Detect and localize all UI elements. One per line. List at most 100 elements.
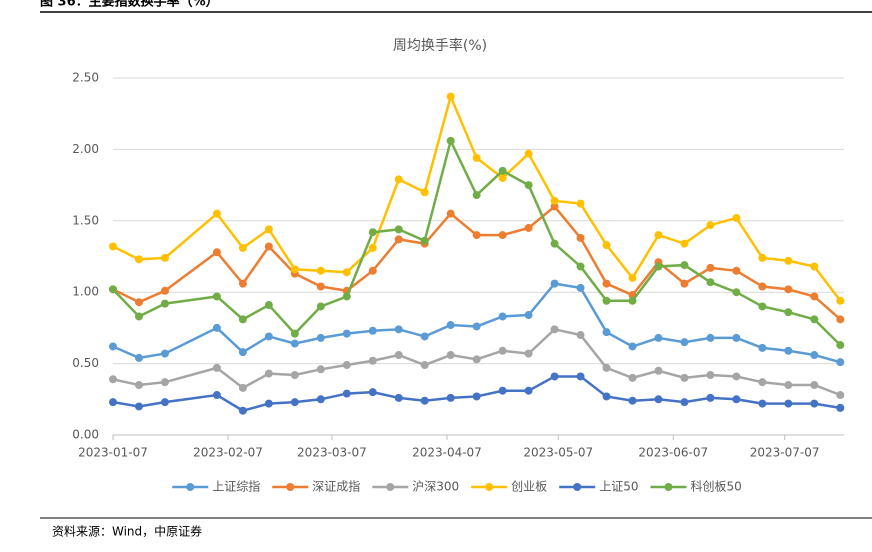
y-tick-label: 2.00 bbox=[72, 142, 99, 156]
data-point bbox=[394, 225, 403, 234]
data-point bbox=[368, 266, 377, 275]
data-point bbox=[706, 333, 715, 342]
data-point bbox=[109, 375, 117, 384]
data-point bbox=[836, 403, 845, 412]
data-point bbox=[134, 298, 143, 307]
source-note: 资料来源：Wind，中原证券 bbox=[52, 524, 202, 539]
data-point bbox=[524, 149, 533, 158]
data-point bbox=[134, 402, 143, 411]
data-point bbox=[420, 188, 429, 197]
data-point bbox=[836, 358, 845, 367]
x-tick-label: 2023-05-07 bbox=[523, 446, 593, 460]
data-point bbox=[628, 396, 637, 405]
data-point bbox=[576, 331, 585, 340]
data-point bbox=[498, 231, 507, 240]
data-point bbox=[654, 366, 663, 375]
data-point bbox=[498, 173, 507, 182]
data-point bbox=[498, 166, 507, 175]
data-point bbox=[264, 242, 273, 251]
legend-label: 科创板50 bbox=[690, 480, 741, 494]
data-point bbox=[524, 311, 533, 320]
data-point bbox=[524, 181, 533, 190]
data-point bbox=[498, 386, 507, 395]
data-point bbox=[368, 243, 377, 252]
data-point bbox=[394, 175, 403, 184]
data-point bbox=[576, 283, 585, 292]
data-point bbox=[472, 191, 481, 200]
data-point bbox=[836, 296, 845, 305]
series-line bbox=[112, 375, 841, 413]
data-point bbox=[602, 296, 611, 305]
data-point bbox=[264, 301, 273, 310]
data-point bbox=[680, 279, 689, 288]
data-point bbox=[680, 239, 689, 248]
x-tick-label: 2023-01-07 bbox=[78, 446, 148, 460]
figure-caption: 图 36：主要指数换手率（%） bbox=[40, 0, 219, 10]
data-point bbox=[472, 153, 481, 162]
data-point bbox=[134, 353, 143, 362]
data-point bbox=[368, 356, 377, 365]
data-point bbox=[394, 351, 403, 360]
data-point bbox=[810, 381, 819, 390]
data-point bbox=[524, 223, 533, 232]
data-point bbox=[212, 391, 221, 400]
data-point bbox=[264, 399, 273, 408]
data-point bbox=[680, 338, 689, 347]
data-point bbox=[550, 325, 559, 334]
data-point bbox=[160, 286, 169, 295]
y-tick-label: 1.00 bbox=[72, 285, 99, 299]
data-point bbox=[784, 346, 793, 355]
data-point bbox=[446, 92, 455, 101]
data-point bbox=[758, 253, 767, 262]
data-point bbox=[680, 261, 689, 270]
data-point bbox=[836, 391, 845, 400]
series-line bbox=[112, 137, 842, 346]
data-point bbox=[498, 312, 507, 321]
data-point bbox=[706, 371, 715, 380]
x-tick-label: 2023-02-07 bbox=[193, 446, 263, 460]
data-point bbox=[316, 302, 325, 311]
data-point bbox=[290, 265, 299, 274]
legend-label: 上证50 bbox=[599, 480, 638, 494]
data-point bbox=[316, 365, 325, 374]
data-point bbox=[732, 395, 741, 404]
data-point bbox=[784, 285, 793, 294]
data-point bbox=[576, 199, 585, 208]
data-point bbox=[732, 372, 741, 381]
data-point bbox=[342, 329, 351, 338]
legend-marker bbox=[286, 483, 295, 491]
data-point bbox=[290, 398, 299, 407]
data-point bbox=[368, 388, 377, 397]
data-point bbox=[238, 348, 247, 357]
data-point bbox=[446, 321, 455, 330]
data-point bbox=[550, 202, 559, 211]
data-point bbox=[810, 399, 819, 408]
data-point bbox=[160, 398, 169, 407]
y-tick-label: 0.50 bbox=[72, 356, 99, 370]
data-point bbox=[394, 393, 403, 402]
data-point bbox=[446, 136, 455, 145]
data-point bbox=[420, 236, 429, 245]
data-point bbox=[628, 296, 637, 305]
data-point bbox=[524, 349, 533, 358]
data-point bbox=[472, 392, 481, 401]
data-point bbox=[784, 381, 793, 390]
data-point bbox=[576, 372, 585, 381]
data-point bbox=[472, 355, 481, 364]
data-point bbox=[758, 282, 767, 291]
x-tick-label: 2023-04-07 bbox=[412, 446, 482, 460]
data-point bbox=[134, 381, 143, 390]
data-point bbox=[212, 292, 221, 301]
data-point bbox=[654, 231, 663, 240]
data-point bbox=[160, 299, 169, 308]
y-tick-label: 1.50 bbox=[72, 213, 99, 227]
data-point bbox=[706, 278, 715, 287]
data-point bbox=[706, 393, 715, 402]
data-point bbox=[784, 399, 793, 408]
data-point bbox=[706, 263, 715, 272]
data-point bbox=[784, 256, 793, 265]
legend-marker bbox=[485, 483, 494, 491]
data-point bbox=[212, 209, 221, 218]
data-point bbox=[550, 239, 559, 248]
data-point bbox=[784, 308, 793, 317]
